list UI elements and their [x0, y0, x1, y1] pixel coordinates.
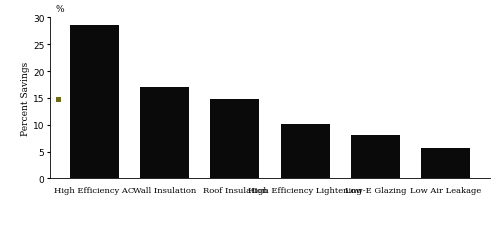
Bar	[210, 100, 260, 179]
Bar	[350, 135, 400, 179]
Bar	[70, 26, 119, 179]
Legend: 	[56, 96, 62, 105]
Text: %: %	[55, 5, 64, 14]
Bar	[280, 124, 330, 179]
Y-axis label: Percent Savings: Percent Savings	[21, 62, 30, 135]
Bar	[140, 88, 190, 179]
Bar	[421, 149, 470, 179]
